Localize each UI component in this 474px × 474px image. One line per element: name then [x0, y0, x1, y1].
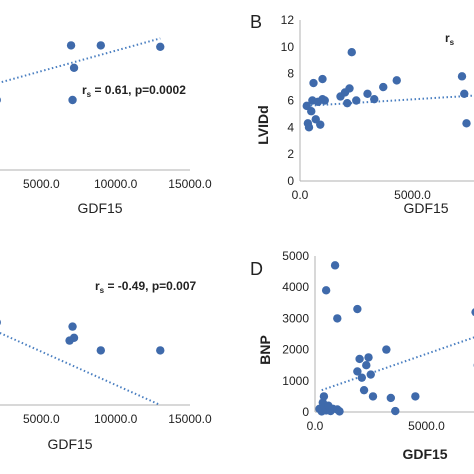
panel-d-x-tick-label: 0.0	[307, 419, 324, 433]
panel-c-trendline	[0, 331, 161, 406]
panel-b-y-tick-label: 6	[287, 94, 294, 108]
panel-b-data-point	[347, 48, 356, 57]
panel-d-data-point	[319, 392, 329, 401]
panel-b-data-point	[309, 78, 318, 88]
panel-b-letter: B	[250, 12, 262, 32]
panel-d-y-tick-label: 4000	[282, 280, 309, 294]
panel-d-data-point	[353, 304, 362, 314]
panel-a-x-axis-label: GDF15	[77, 200, 122, 216]
panel-b-data-point	[320, 96, 329, 105]
panel-d-data-point	[362, 361, 371, 370]
panel-d-data-point	[366, 370, 375, 379]
panel-d-data-point	[382, 345, 391, 354]
panel-c-x-axis-label: GDF15	[47, 436, 92, 452]
panel-d-x-axis-label: GDF15	[402, 446, 447, 462]
panel-b-data-point	[345, 84, 354, 93]
panel-d-y-tick-label: 0	[302, 405, 309, 419]
panel-d-data-point	[333, 314, 342, 323]
panel-d-data-point	[368, 392, 378, 401]
panel-b-y-tick-label: 8	[287, 67, 294, 81]
panel-b-data-point	[316, 120, 325, 129]
panel-b-data-point	[370, 94, 379, 104]
panel-b-data-point	[318, 74, 327, 84]
panel-d-y-axis-label: BNP	[257, 335, 273, 365]
panel-b-data-point	[343, 98, 352, 108]
panel-d-data-point	[355, 354, 364, 364]
panel-d-data-point	[471, 308, 474, 317]
panel-d-data-point	[321, 286, 331, 295]
panel-d-data-point	[335, 407, 344, 416]
panel-b-y-tick-label: 10	[281, 40, 295, 54]
panel-b-x-tick-label: 0.0	[292, 188, 309, 202]
panel-a-x-tick-label: 15000.0	[168, 177, 212, 191]
panel-d-trendline	[321, 336, 474, 392]
panel-a-x-tick-label: 10000.0	[94, 177, 138, 191]
panel-d-y-tick-label: 2000	[282, 343, 309, 357]
panel-b-y-tick-label: 2	[287, 147, 294, 161]
panel-d-y-tick-label: 1000	[282, 374, 309, 388]
panel-c-data-point	[156, 346, 165, 355]
panel-b-data-point	[307, 107, 316, 116]
panel-c-stat-annotation: rs = -0.49, p=0.007	[95, 279, 197, 295]
panel-d-letter: D	[250, 259, 263, 279]
panel-b-trendline	[306, 94, 474, 107]
panel-d-data-point	[353, 367, 362, 376]
panel-b-data-point	[392, 76, 401, 85]
panel-b-data-point	[304, 123, 314, 132]
panel-c-data-point	[96, 346, 106, 355]
panel-d-data-point	[411, 392, 420, 401]
panel-a-stat-annotation: rs = 0.61, p=0.0002	[82, 83, 186, 99]
panel-b-y-tick-label: 12	[281, 13, 295, 27]
panel-c-data-point	[65, 336, 74, 345]
panel-b-x-tick-label: 5000.0	[394, 188, 431, 202]
panel-b-data-point	[352, 96, 361, 105]
panel-a-data-point	[156, 42, 165, 51]
panel-b-data-point	[457, 72, 467, 81]
panel-b-y-axis-label: LVIDd	[255, 105, 271, 144]
panel-b: B LVIDd rs GDF15 0.05000.010000.00246810…	[250, 12, 474, 216]
panel-c-x-tick-label: 5000.0	[23, 412, 60, 426]
panel-d-data-point	[364, 353, 373, 362]
panel-d-x-tick-label: 5000.0	[408, 419, 445, 433]
panel-a-data-point	[68, 95, 77, 105]
panel-b-data-point	[462, 119, 471, 128]
panel-d-y-tick-label: 3000	[282, 311, 309, 325]
panel-d-y-tick-label: 5000	[282, 249, 309, 263]
panel-c-x-tick-label: 15000.0	[168, 412, 212, 426]
panel-d-data-point	[359, 385, 369, 395]
panel-c: rs = -0.49, p=0.007 GDF15 5000.0 10000.0 1…	[0, 279, 212, 452]
panel-a-data-point	[0, 97, 1, 103]
panel-b-y-tick-label: 4	[287, 120, 294, 134]
panel-d-data-point	[386, 393, 396, 403]
panel-a-data-point	[66, 41, 76, 50]
panel-d-data-point	[391, 406, 400, 416]
panel-b-data-point	[379, 82, 388, 92]
panel-b-y-tick-label: 0	[287, 174, 294, 188]
panel-b-data-point	[460, 89, 469, 98]
panel-a-data-point	[69, 63, 79, 72]
panel-b-stat-annotation: rs	[445, 31, 455, 47]
panel-b-data-point	[363, 89, 372, 98]
panel-a-x-tick-label: 5000.0	[23, 177, 60, 191]
panel-c-x-tick-label: 10000.0	[94, 412, 138, 426]
panel-a: rs = 0.61, p=0.0002 GDF15 5000.0 10000.0 1…	[0, 37, 212, 216]
panel-c-data-point	[68, 322, 77, 331]
panel-a-data-point	[96, 41, 106, 50]
panel-b-x-axis-label: GDF15	[403, 200, 448, 216]
panel-d-data-point	[330, 261, 340, 270]
panel-d: D BNP GDF15 0.05000.01010002000300040005…	[250, 249, 474, 462]
panel-d-data-point	[357, 373, 367, 382]
panel-a-trendline	[0, 37, 161, 84]
panel-c-data-point	[0, 319, 1, 326]
